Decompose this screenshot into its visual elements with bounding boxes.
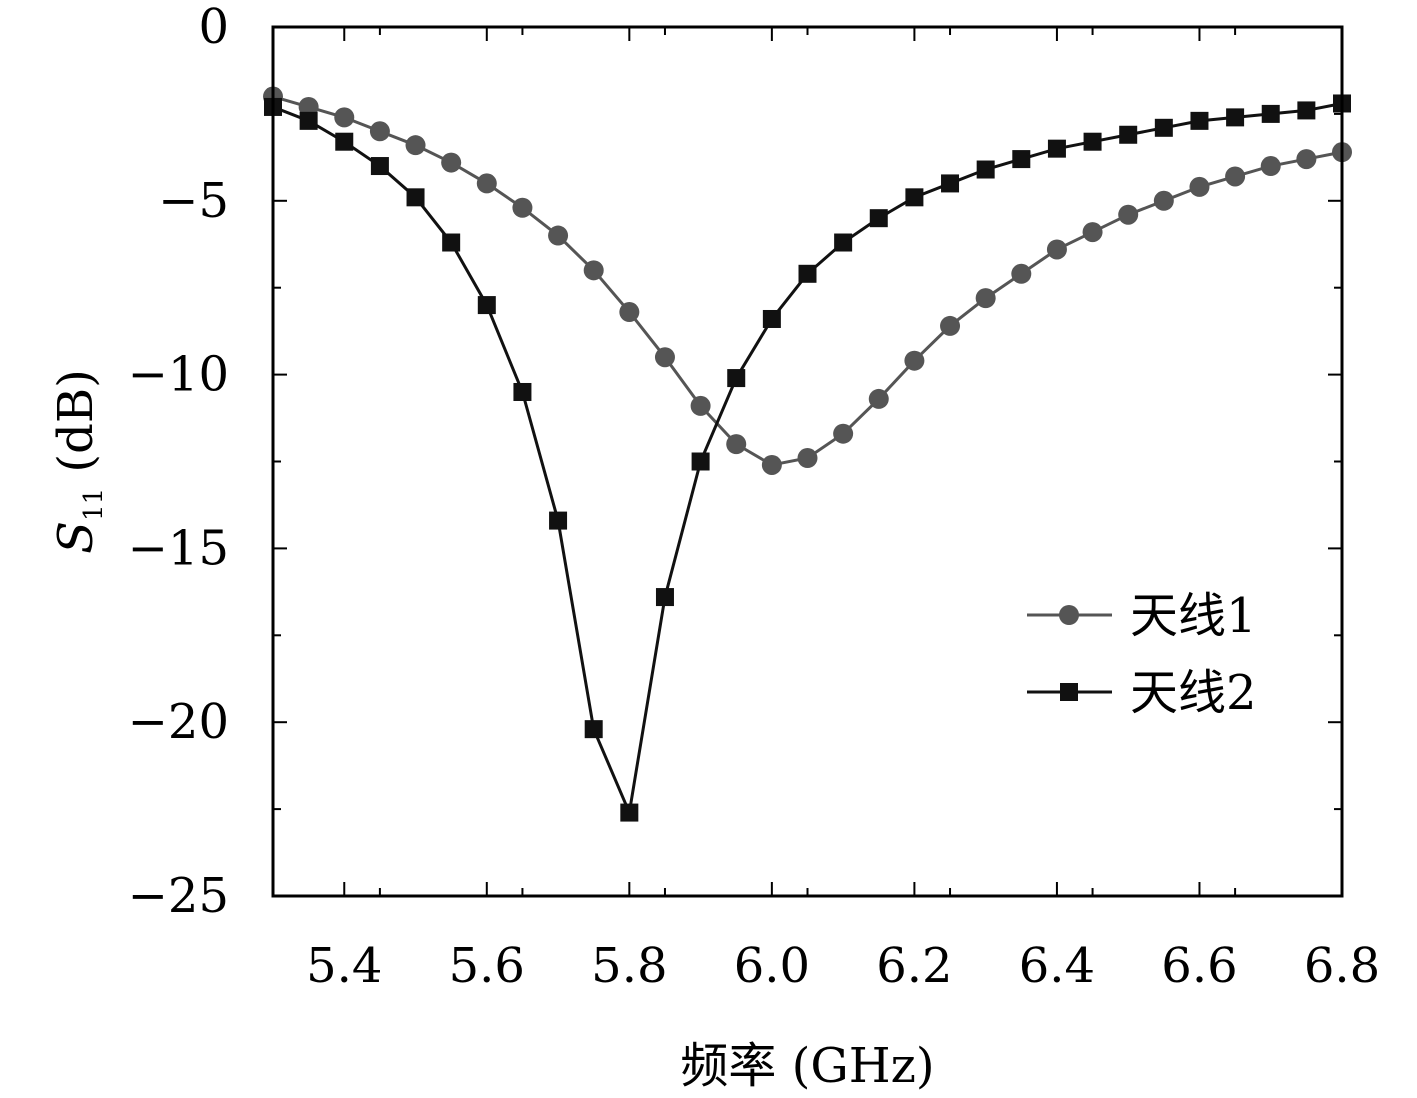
- square-marker: [1083, 132, 1102, 151]
- legend-item-2: 天线2: [1027, 665, 1257, 721]
- circle-marker: [1296, 149, 1317, 170]
- x-tick-label: 6.4: [1019, 938, 1095, 994]
- x-tick-label: 6.6: [1161, 938, 1237, 994]
- y-axis-title: S11 (dB): [48, 369, 109, 554]
- square-marker: [762, 309, 781, 328]
- legend-marker: [1059, 605, 1079, 625]
- circle-marker: [1153, 190, 1174, 211]
- y-tick-label: 0: [198, 0, 229, 55]
- square-marker: [941, 174, 960, 193]
- circle-marker: [405, 135, 426, 156]
- square-marker: [620, 803, 639, 822]
- circle-marker: [1225, 166, 1246, 187]
- y-tick-label: −25: [128, 868, 229, 924]
- square-marker: [549, 511, 568, 530]
- circle-marker: [1189, 176, 1210, 197]
- square-marker: [299, 111, 318, 130]
- square-marker: [1297, 101, 1316, 120]
- square-marker: [834, 233, 853, 252]
- circle-marker: [868, 388, 889, 409]
- square-marker: [1190, 111, 1209, 130]
- circle-marker: [904, 350, 925, 371]
- x-tick-label: 6.8: [1304, 938, 1380, 994]
- square-marker: [406, 188, 425, 207]
- square-marker: [1261, 104, 1280, 123]
- circle-marker: [512, 197, 533, 218]
- square-marker: [477, 296, 496, 315]
- circle-marker: [797, 448, 818, 469]
- square-marker: [442, 233, 461, 252]
- circle-marker: [1260, 156, 1281, 177]
- circle-marker: [654, 347, 675, 368]
- circle-marker: [690, 395, 711, 416]
- circle-marker: [619, 302, 640, 323]
- y-tick-label: −10: [128, 347, 229, 403]
- square-marker: [1154, 118, 1173, 137]
- y-axis-title-symbol: S: [48, 521, 104, 554]
- plot-frame: [271, 25, 1344, 898]
- legend-marker: [1060, 683, 1078, 701]
- square-marker: [798, 264, 817, 283]
- y-tick-label: −20: [128, 694, 229, 750]
- circle-marker: [334, 107, 355, 128]
- series-2: [264, 94, 1351, 822]
- x-tick-label: 5.4: [306, 938, 382, 994]
- x-tick-label: 6.0: [734, 938, 810, 994]
- circle-marker: [369, 121, 390, 142]
- square-marker: [1119, 125, 1138, 144]
- circle-marker: [761, 454, 782, 475]
- circle-marker: [441, 152, 462, 173]
- square-marker: [869, 209, 888, 228]
- square-marker: [905, 188, 924, 207]
- circle-marker: [833, 423, 854, 444]
- square-marker: [513, 382, 532, 401]
- square-marker: [655, 588, 674, 607]
- square-marker: [1012, 150, 1031, 169]
- x-tick-label: 6.2: [876, 938, 952, 994]
- circle-marker: [548, 225, 569, 246]
- square-marker: [727, 369, 746, 388]
- legend-item-1: 天线1: [1027, 588, 1257, 644]
- y-tick-label: −5: [158, 173, 229, 229]
- x-tick-label: 5.8: [591, 938, 667, 994]
- legend-label: 天线2: [1130, 665, 1257, 721]
- square-marker: [335, 132, 354, 151]
- x-tick-label: 5.6: [449, 938, 525, 994]
- axis-ticks: [273, 26, 1343, 897]
- square-marker: [584, 720, 603, 739]
- y-axis-title-unit: (dB): [48, 369, 104, 488]
- square-marker: [691, 452, 710, 471]
- square-marker: [1047, 139, 1066, 158]
- circle-marker: [1118, 204, 1139, 225]
- circle-marker: [1046, 239, 1067, 260]
- circle-marker: [940, 315, 961, 336]
- y-tick-label: −15: [128, 520, 229, 576]
- x-axis-title: 频率 (GHz): [680, 1038, 934, 1094]
- y-axis-title-subscript: 11: [79, 488, 109, 521]
- circle-marker: [975, 288, 996, 309]
- circle-marker: [476, 173, 497, 194]
- circle-marker: [726, 434, 747, 455]
- square-marker: [976, 160, 995, 179]
- circle-marker: [1082, 222, 1103, 243]
- square-marker: [370, 157, 389, 176]
- circle-marker: [1011, 263, 1032, 284]
- tick-labels: 5.4 5.6 5.8 6.0 6.2 6.4 6.6 6.8 0 −5 −10 −15 −20 −25: [128, 0, 1380, 994]
- legend-label: 天线1: [1130, 588, 1257, 644]
- circle-marker: [583, 260, 604, 281]
- square-marker: [1226, 108, 1245, 127]
